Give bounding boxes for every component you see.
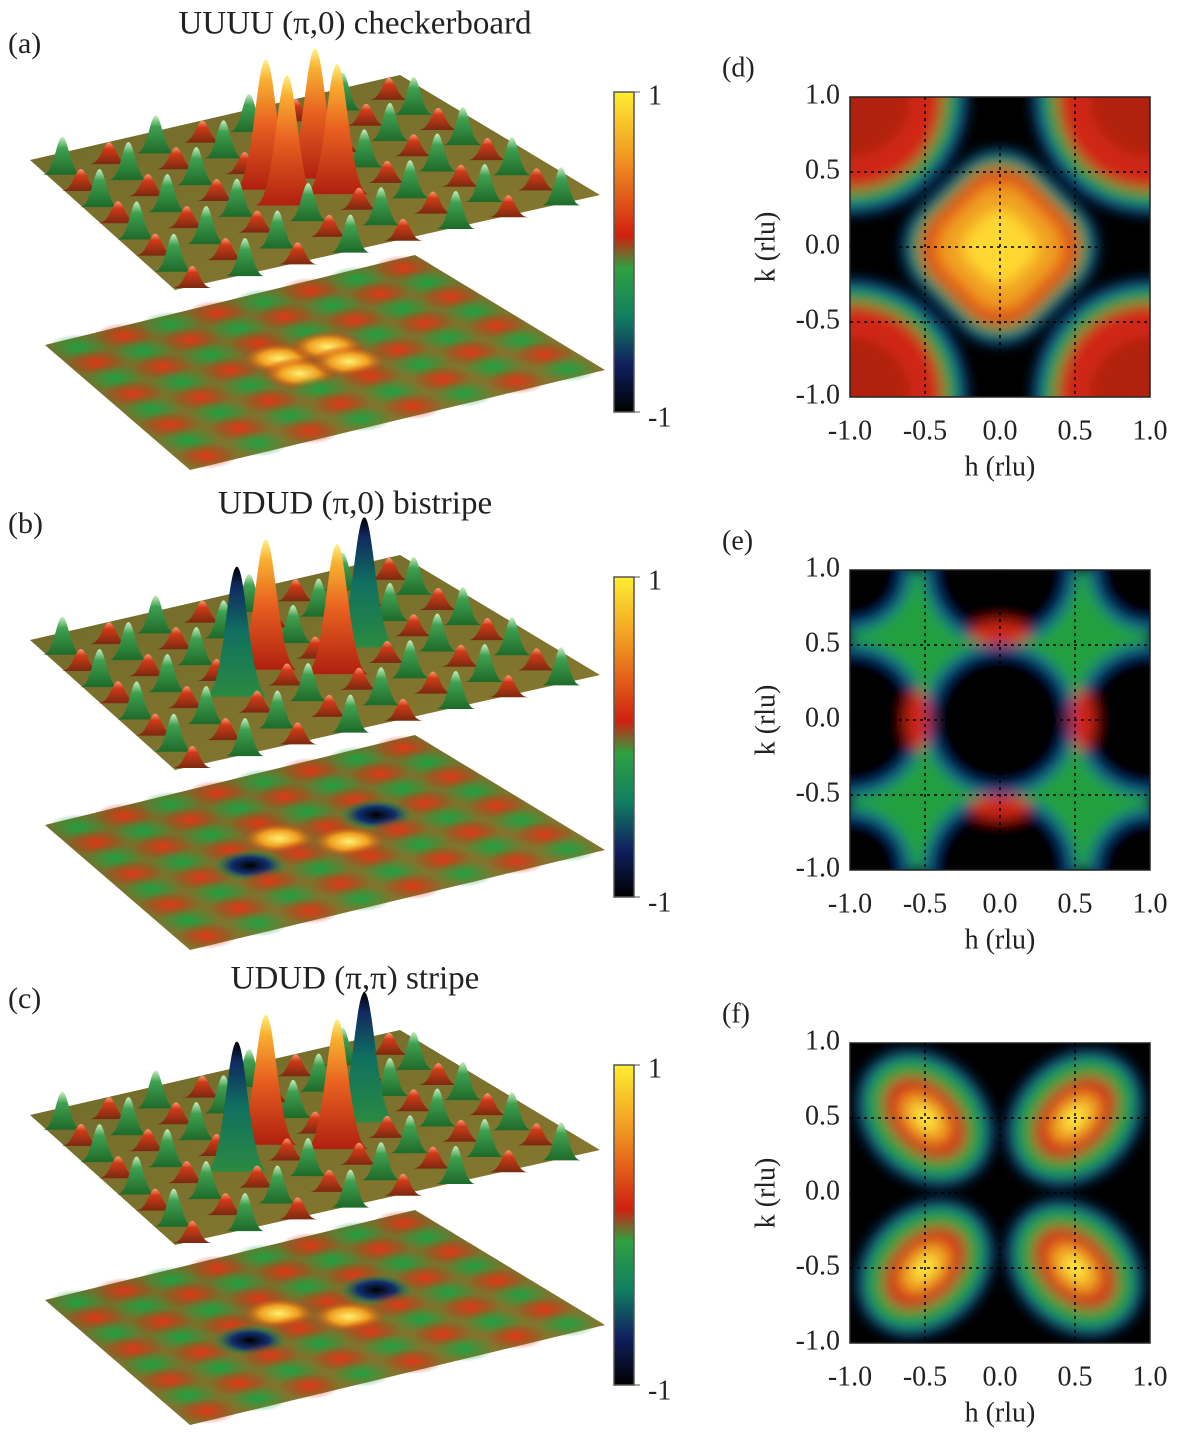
panel-label: (a): [8, 27, 41, 60]
panel-title: UUUU (π,0) checkerboard: [179, 6, 532, 42]
plane-spot: [383, 1348, 443, 1374]
plane-spot: [434, 1336, 494, 1362]
plane-spot: [280, 418, 340, 444]
figure: (a) UUUU (π,0) checkerboard 1 -1 (b) UDUD (π,…: [0, 0, 1178, 1437]
panel-label: (d): [722, 52, 755, 83]
x-tick-label: 0.5: [1058, 888, 1093, 919]
x-tick-label: 1.0: [1133, 888, 1168, 919]
plane-spot: [280, 1373, 340, 1399]
colorbar-tick-label: 1: [648, 1053, 662, 1084]
plane-spot: [228, 911, 288, 937]
panel-title: UDUD (π,π) stripe: [231, 961, 480, 997]
surface-plot: [30, 49, 605, 470]
x-tick-label: -0.5: [903, 888, 947, 919]
plane-spot: [434, 381, 494, 407]
colorbar: [614, 92, 634, 412]
y-tick-label: -0.5: [796, 304, 840, 335]
y-tick-label: -0.5: [796, 777, 840, 808]
x-tick-label: -0.5: [903, 415, 947, 446]
surface-plot: [30, 517, 605, 950]
plane-spot: [331, 886, 391, 912]
y-tick-label: 0.0: [805, 229, 840, 260]
colorbar: [614, 1065, 634, 1385]
x-axis-label: h (rlu): [965, 451, 1036, 482]
x-tick-label: 0.0: [983, 888, 1018, 919]
y-tick-label: 1.0: [805, 552, 840, 583]
colorbar: [614, 577, 634, 897]
plane-spot: [537, 356, 597, 382]
plane-spot: [486, 368, 546, 394]
panel-label: (f): [722, 998, 750, 1029]
plane-spot: [537, 836, 597, 862]
y-tick-label: 0.5: [805, 627, 840, 658]
panel-title: UDUD (π,0) bistripe: [218, 486, 492, 522]
y-tick-label: 0.5: [805, 154, 840, 185]
x-axis-label: h (rlu): [965, 1397, 1036, 1428]
y-tick-label: -1.0: [796, 852, 840, 883]
colorbar-tick-label: 1: [648, 80, 662, 111]
x-tick-label: 0.5: [1058, 1361, 1093, 1392]
y-axis-label: k (rlu): [750, 685, 781, 756]
plane-spot: [486, 848, 546, 874]
x-tick-label: 0.5: [1058, 415, 1093, 446]
plane-spot: [228, 431, 288, 457]
y-tick-label: -0.5: [796, 1250, 840, 1281]
y-tick-label: -1.0: [796, 1325, 840, 1356]
plane-spot: [177, 443, 237, 469]
intensity-map: [733, 0, 1178, 514]
y-tick-label: 0.5: [805, 1100, 840, 1131]
red-arc: [906, 690, 930, 750]
plane-spot: [486, 1323, 546, 1349]
surface-plot: [30, 992, 605, 1425]
y-axis-label: k (rlu): [750, 212, 781, 283]
x-tick-label: 1.0: [1133, 415, 1168, 446]
x-tick-label: -1.0: [828, 1361, 872, 1392]
x-tick-label: 1.0: [1133, 1361, 1168, 1392]
y-tick-label: 1.0: [805, 1025, 840, 1056]
plane-spot: [331, 1361, 391, 1387]
plane-spot: [228, 1386, 288, 1412]
plane-spot: [383, 393, 443, 419]
x-tick-label: -1.0: [828, 888, 872, 919]
x-tick-label: -1.0: [828, 415, 872, 446]
y-tick-label: -1.0: [796, 379, 840, 410]
y-tick-label: 1.0: [805, 79, 840, 110]
plane-spot: [280, 898, 340, 924]
plane-spot: [434, 861, 494, 887]
y-tick-label: 0.0: [805, 702, 840, 733]
colorbar-tick-label: -1: [648, 887, 671, 918]
x-tick-label: 0.0: [983, 1361, 1018, 1392]
colorbar-tick-label: 1: [648, 565, 662, 596]
y-axis-label: k (rlu): [750, 1158, 781, 1229]
plane-spot: [537, 1311, 597, 1337]
y-tick-label: 0.0: [805, 1175, 840, 1206]
panel-label: (b): [8, 507, 43, 540]
plane-spot: [383, 873, 443, 899]
plane-spot: [177, 1398, 237, 1424]
panel-label: (e): [722, 525, 753, 556]
colorbar-tick-label: -1: [648, 1375, 671, 1406]
x-axis-label: h (rlu): [965, 924, 1036, 955]
panel-label: (c): [8, 982, 41, 1015]
plane-spot: [177, 923, 237, 949]
plane-spot: [331, 406, 391, 432]
x-tick-label: -0.5: [903, 1361, 947, 1392]
colorbar-tick-label: -1: [648, 402, 671, 433]
x-tick-label: 0.0: [983, 415, 1018, 446]
